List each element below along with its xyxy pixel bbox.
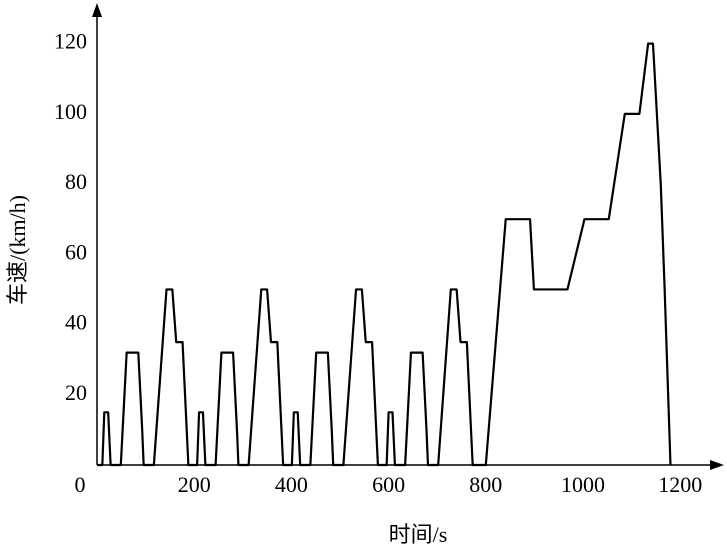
x-tick-label: 1000 — [561, 472, 605, 497]
x-axis-arrow — [710, 460, 724, 470]
y-axis-arrow — [92, 3, 102, 17]
y-axis-label: 车速/(km/h) — [5, 195, 30, 305]
x-tick-label: 0 — [75, 472, 86, 497]
x-axis-label: 时间/s — [389, 522, 448, 547]
x-tick-label: 400 — [275, 472, 308, 497]
x-tick-label: 800 — [469, 472, 502, 497]
x-tick-label: 1200 — [658, 472, 702, 497]
speed-line — [97, 42, 672, 467]
y-tick-label: 120 — [54, 29, 87, 54]
y-tick-label: 60 — [65, 239, 87, 264]
x-tick-label: 200 — [178, 472, 211, 497]
y-tick-label: 20 — [65, 380, 87, 405]
y-tick-label: 100 — [54, 99, 87, 124]
x-tick-label: 600 — [372, 472, 405, 497]
y-tick-label: 40 — [65, 310, 87, 335]
y-tick-label: 80 — [65, 169, 87, 194]
